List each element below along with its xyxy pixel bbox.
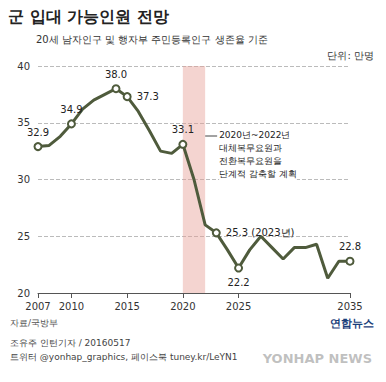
svg-text:트위터 @yonhap_graphics, 페이스북 tun: 트위터 @yonhap_graphics, 페이스북 tuney.kr/LeYN… <box>10 352 238 362</box>
svg-text:20: 20 <box>17 288 30 299</box>
svg-text:37.3: 37.3 <box>137 91 159 102</box>
svg-text:34.9: 34.9 <box>60 104 82 115</box>
svg-text:대체복무요원과: 대체복무요원과 <box>219 143 282 153</box>
svg-text:군 입대 가능인원 전망: 군 입대 가능인원 전망 <box>8 7 169 26</box>
svg-text:연합뉴스: 연합뉴스 <box>330 317 374 330</box>
svg-text:32.9: 32.9 <box>27 127 49 138</box>
svg-text:38.0: 38.0 <box>105 69 127 80</box>
svg-text:25.3 (2023년): 25.3 (2023년) <box>226 227 295 238</box>
svg-text:22.8: 22.8 <box>339 241 361 252</box>
svg-text:2020: 2020 <box>170 301 195 312</box>
svg-text:20세 남자인구 및 행자부 주민등록인구 생존율 기준: 20세 남자인구 및 행자부 주민등록인구 생존율 기준 <box>36 34 268 45</box>
svg-text:40: 40 <box>17 61 30 72</box>
svg-text:30: 30 <box>17 174 30 185</box>
svg-text:22.2: 22.2 <box>227 277 249 288</box>
svg-text:25: 25 <box>17 231 30 242</box>
svg-text:YONHAP NEWS: YONHAP NEWS <box>262 351 372 366</box>
svg-text:2010: 2010 <box>59 301 84 312</box>
svg-text:35: 35 <box>17 117 30 129</box>
svg-text:자료/국방부: 자료/국방부 <box>10 318 58 328</box>
svg-text:2035: 2035 <box>337 301 362 312</box>
svg-text:조유주 인턴기자 / 20160517: 조유주 인턴기자 / 20160517 <box>10 338 130 348</box>
svg-text:2015: 2015 <box>114 301 139 312</box>
svg-text:2025: 2025 <box>226 301 251 312</box>
svg-text:2020년~2022년: 2020년~2022년 <box>219 130 290 140</box>
svg-text:전환복무요원을: 전환복무요원을 <box>219 156 282 166</box>
svg-text:2007: 2007 <box>25 301 50 312</box>
svg-text:단위: 만명: 단위: 만명 <box>327 50 374 61</box>
svg-text:33.1: 33.1 <box>172 124 194 135</box>
svg-text:단계적 감축할 계획: 단계적 감축할 계획 <box>219 169 297 179</box>
